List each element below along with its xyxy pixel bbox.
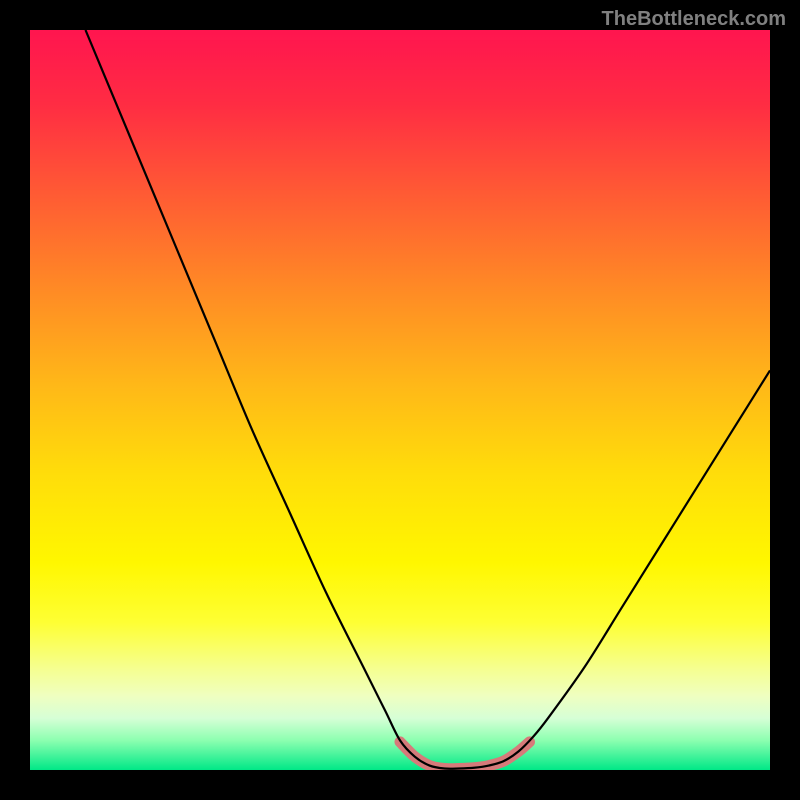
watermark-text: TheBottleneck.com [602, 8, 786, 31]
bottleneck-chart: TheBottleneck.com [0, 0, 800, 800]
plot-background [30, 30, 770, 770]
chart-svg [0, 0, 800, 800]
